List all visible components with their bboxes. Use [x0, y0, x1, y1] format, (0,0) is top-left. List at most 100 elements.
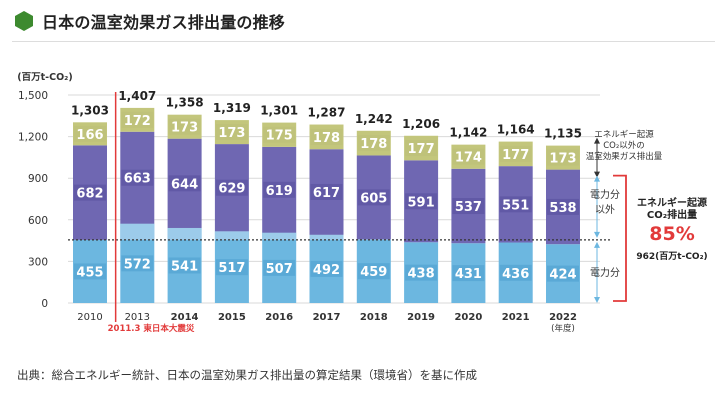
total-label: 1,242 [355, 112, 393, 126]
value-label-bg [452, 198, 485, 215]
annotation-energy-pct: 85% [649, 223, 694, 245]
value-label-non-energy: 173 [171, 121, 198, 136]
value-label-non-energy: 172 [124, 114, 151, 129]
x-tick-label: 2016 [265, 312, 293, 323]
value-label-non-power: 538 [549, 201, 576, 216]
value-label-bg [215, 179, 248, 196]
value-label-bg [168, 175, 201, 192]
value-label-bg [215, 259, 248, 276]
value-label-bg [121, 255, 154, 272]
y-tick-label: 1,500 [18, 90, 48, 102]
total-label: 1,135 [544, 127, 582, 141]
value-label-power: 424 [549, 268, 576, 283]
x-tick-label: 2021 [502, 312, 530, 323]
value-label-non-power: 629 [218, 182, 245, 197]
value-label-bg [74, 184, 106, 201]
emissions-chart: (百万t-CO₂) 0 300 600 900 1,200 1,500 455 682 166 1,… [17, 72, 707, 334]
value-label-bg [499, 145, 532, 162]
value-label-bg [357, 135, 390, 152]
value-label-bg [357, 263, 390, 280]
x-unit-label: (年度) [551, 323, 575, 334]
value-label-non-power: 644 [171, 177, 198, 192]
arrow-up-icon [594, 175, 600, 182]
x-tick-label: 2022 [549, 312, 577, 323]
annotation-energy-title: CO₂排出量 [647, 208, 697, 221]
energy-bracket [613, 174, 627, 302]
value-label-bg [168, 118, 201, 135]
value-label-bg [499, 196, 532, 213]
value-label-non-power: 663 [124, 172, 151, 187]
value-label-non-power: 619 [266, 184, 293, 199]
value-label-non-power: 605 [360, 191, 387, 206]
bar-segment-power-above-ref [214, 231, 249, 240]
x-tick-label: 2010 [77, 312, 102, 323]
value-label-power: 459 [360, 265, 387, 280]
value-label-non-power: 551 [502, 198, 529, 213]
bar-segment-power-above-ref [262, 232, 297, 240]
bar-segment-power-above-ref [309, 234, 344, 240]
value-label-bg [310, 260, 343, 277]
value-label-bg [547, 149, 579, 166]
annotation-energy-title: エネルギー起源 [637, 196, 707, 209]
x-tick-label: 2018 [360, 312, 388, 323]
value-label-power: 436 [502, 267, 529, 282]
value-label-non-power: 537 [455, 200, 482, 215]
annotation-non-energy: 温室効果ガス排出量 [586, 151, 663, 162]
value-label-non-energy: 175 [266, 129, 293, 144]
value-label-bg [357, 189, 390, 206]
value-label-power: 517 [218, 261, 245, 276]
value-label-bg [121, 169, 154, 186]
value-label-non-power: 682 [76, 187, 103, 202]
page-title: 日本の温室効果ガス排出量の推移 [42, 13, 286, 32]
value-label-bg [121, 111, 154, 128]
arrow-down-icon [594, 297, 600, 303]
value-label-non-power: 591 [408, 195, 435, 210]
total-label: 1,407 [118, 89, 156, 103]
total-label: 1,164 [497, 123, 535, 137]
x-tick-label: 2020 [454, 312, 482, 323]
x-tick-label: 2013 [125, 312, 150, 323]
value-label-bg [168, 257, 201, 274]
y-tick-label: 600 [28, 215, 48, 227]
arrow-down-icon [594, 171, 600, 178]
title-divider [12, 41, 715, 42]
value-label-bg [547, 198, 579, 215]
y-tick-label: 300 [28, 256, 48, 268]
title-row: 日本の温室効果ガス排出量の推移 [14, 9, 285, 33]
event-label: 2011.3 東日本大震災 [108, 323, 195, 334]
annotation-non-power: 電力分 [590, 188, 620, 201]
annotation-non-power: 以外 [595, 204, 615, 216]
value-label-bg [547, 265, 579, 282]
annotation-non-energy: エネルギー起源 [594, 130, 654, 140]
annotation-energy-value: 962(百万t-CO₂) [636, 251, 707, 262]
total-label: 1,319 [213, 101, 251, 115]
value-label-non-power: 617 [313, 186, 340, 201]
value-label-bg [263, 126, 296, 143]
arrow-down-icon [594, 231, 600, 238]
value-label-bg [310, 128, 343, 145]
total-label: 1,301 [260, 104, 298, 118]
value-label-bg [215, 124, 248, 141]
value-label-bg [405, 264, 438, 281]
y-tick-label: 0 [41, 298, 48, 310]
total-label: 1,142 [449, 126, 487, 140]
value-label-non-energy: 173 [549, 152, 576, 167]
x-tick-label: 2019 [407, 312, 435, 323]
value-label-bg [74, 125, 106, 142]
value-label-non-energy: 177 [502, 148, 529, 163]
x-tick-label: 2015 [218, 312, 246, 323]
value-label-power: 492 [313, 263, 340, 278]
value-label-bg [452, 265, 485, 282]
arrow-up-icon [594, 241, 600, 248]
value-label-bg [452, 148, 485, 165]
total-label: 1,303 [71, 103, 109, 117]
value-label-bg [499, 264, 532, 281]
value-label-power: 572 [124, 257, 151, 272]
value-label-non-energy: 166 [76, 128, 103, 143]
value-label-non-energy: 178 [313, 131, 340, 146]
value-label-non-energy: 178 [360, 137, 387, 152]
arrow-up-icon [594, 137, 600, 144]
value-label-bg [405, 193, 438, 210]
value-label-non-energy: 174 [455, 151, 482, 166]
annotation-non-energy: CO₂以外の [603, 140, 645, 151]
